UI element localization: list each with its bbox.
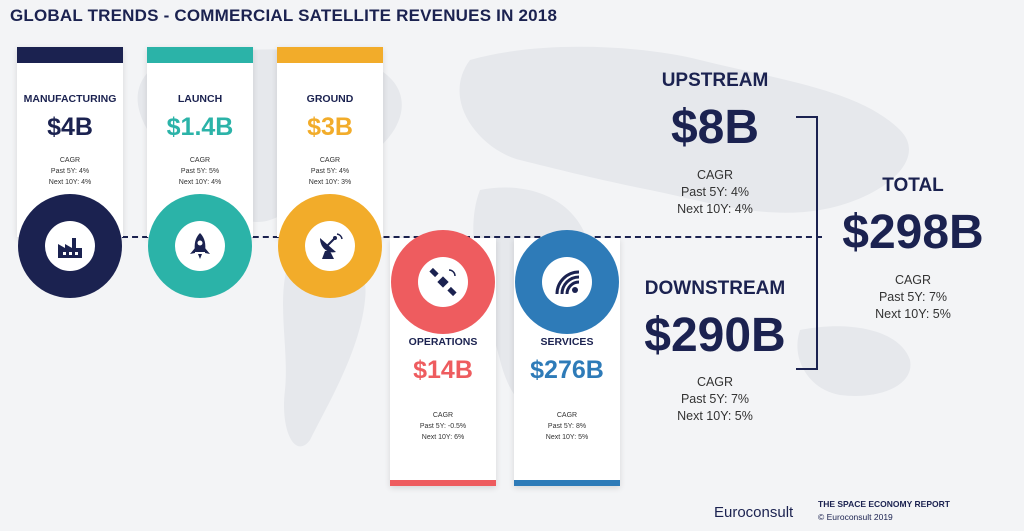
total-label: TOTAL [882, 175, 944, 196]
segment-cagr-next: Next 10Y: 3% [308, 179, 352, 186]
total-cagr-next: Next 10Y: 5% [875, 307, 951, 321]
downstream-cagr-past: Past 5Y: 7% [680, 392, 750, 406]
page-title: GLOBAL TRENDS - COMMERCIAL SATELLITE REV… [10, 6, 558, 25]
total-value: $298B [842, 206, 984, 259]
segment-cagr-past: Past 5Y: -0.5% [419, 423, 467, 430]
segment-label: SERVICES [540, 336, 594, 348]
upstream-value: $8B [670, 101, 760, 154]
copyright: © Euroconsult 2019 [818, 512, 893, 522]
upstream-cagr-past: Past 5Y: 4% [680, 185, 750, 199]
segment-cagr-past: Past 5Y: 4% [50, 168, 90, 175]
segment-value: $1.4B [166, 113, 234, 141]
segment-cagr-next: Next 10Y: 4% [48, 179, 92, 186]
segment-cagr-label: CAGR [556, 412, 578, 419]
segment-label: GROUND [306, 93, 354, 105]
timeline-dashed-line [122, 236, 822, 238]
segment-cagr-label: CAGR [319, 157, 341, 164]
segment-cagr-label: CAGR [59, 157, 81, 164]
satellite-icon [429, 267, 457, 297]
segment-value: $276B [530, 356, 604, 384]
rocket-icon [190, 233, 210, 259]
downstream-cagr-next: Next 10Y: 5% [677, 409, 753, 423]
segment-cagr-label: CAGR [189, 157, 211, 164]
wifi-icon [555, 270, 580, 295]
segment-cagr-past: Past 5Y: 8% [547, 423, 587, 430]
segment-label: OPERATIONS [408, 336, 478, 348]
segment-circle-launch [148, 194, 252, 298]
satellite-dish-icon [320, 233, 343, 259]
segment-circle-operations [391, 230, 495, 334]
segment-label: MANUFACTURING [23, 93, 117, 105]
downstream-cagr-label: CAGR [696, 375, 734, 389]
segment-value: $14B [413, 356, 473, 384]
bracket [796, 116, 818, 370]
total-cagr-label: CAGR [894, 273, 932, 287]
factory-icon [58, 238, 82, 258]
downstream-label: DOWNSTREAM [644, 278, 786, 299]
downstream-value: $290B [644, 309, 786, 362]
total-cagr-past: Past 5Y: 7% [878, 290, 948, 304]
segment-circle-manufacturing [18, 194, 122, 298]
segment-cagr-label: CAGR [432, 412, 454, 419]
segment-circle-services [515, 230, 619, 334]
segment-cagr-next: Next 10Y: 4% [178, 179, 222, 186]
segment-cagr-past: Past 5Y: 4% [310, 168, 350, 175]
segment-value: $4B [47, 113, 93, 141]
segment-circle-ground [278, 194, 382, 298]
segment-value: $3B [307, 113, 353, 141]
euroconsult-logo: Euroconsult [714, 504, 794, 521]
segment-cagr-next: Next 10Y: 6% [421, 434, 465, 441]
segment-label: LAUNCH [177, 93, 223, 105]
upstream-cagr-label: CAGR [696, 168, 734, 182]
upstream-cagr-next: Next 10Y: 4% [677, 202, 753, 216]
report-name: THE SPACE ECONOMY REPORT [818, 499, 950, 509]
upstream-label: UPSTREAM [661, 70, 769, 91]
segment-cagr-next: Next 10Y: 5% [545, 434, 589, 441]
segment-cagr-past: Past 5Y: 5% [180, 168, 220, 175]
